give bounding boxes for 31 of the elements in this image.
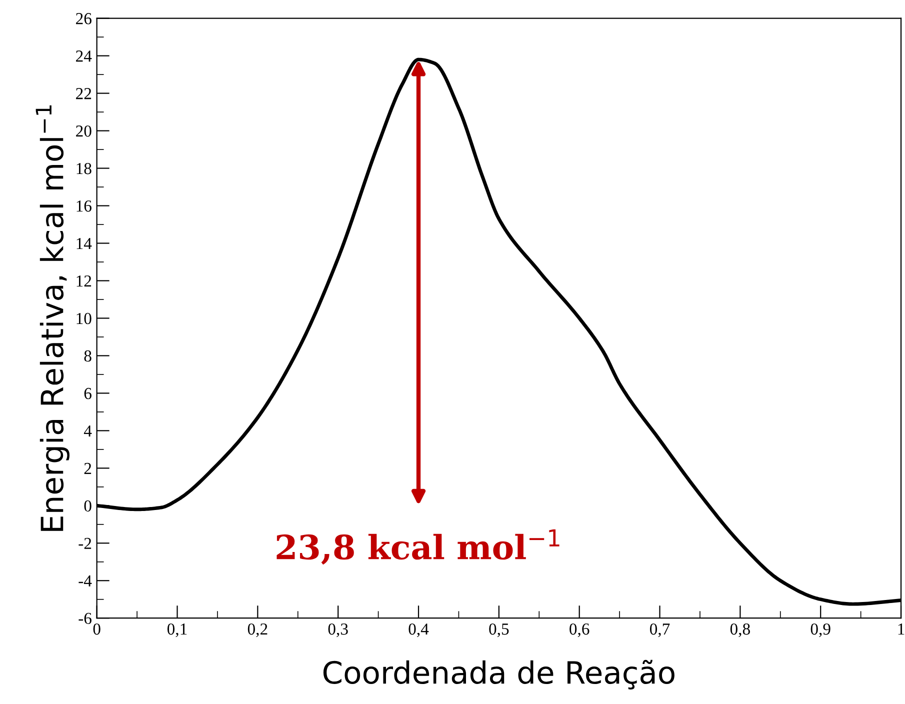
y-tick-label: -6 (78, 612, 92, 624)
y-tick-label: 20 (76, 125, 92, 137)
x-tick-label: 0,7 (650, 623, 670, 638)
y-tick-label: 6 (84, 388, 92, 400)
y-tick-label: 4 (84, 425, 92, 436)
x-axis-title: Coordenada de Reação (323, 660, 674, 690)
y-tick-label: 26 (76, 13, 92, 24)
y-tick-label: 12 (76, 275, 92, 287)
y-tick-label: 8 (84, 350, 92, 362)
x-tick-label: 0,6 (570, 623, 590, 638)
y-axis-title: Energia Relativa, kcal mol$^{−1}$ (36, 105, 70, 531)
y-tick-label: 14 (76, 238, 92, 250)
y-tick-label: 2 (84, 462, 92, 474)
x-tick-label: 0,4 (408, 623, 429, 638)
x-tick-label: 0,2 (248, 623, 268, 638)
annotation: 23,8 kcal mol$^{−1}$ (276, 529, 560, 565)
y-tick-label: 18 (76, 162, 92, 174)
x-tick-label: 0 (93, 623, 100, 635)
y-tick-label: 24 (76, 50, 92, 62)
y-tick-label: 0 (84, 500, 92, 512)
y-tick-label: -2 (78, 538, 92, 549)
x-tick-label: 0,9 (810, 623, 830, 638)
x-tick-label: 1 (898, 624, 904, 635)
y-tick-label: 10 (76, 312, 92, 324)
x-tick-label: 0,5 (489, 623, 509, 638)
x-tick-label: 0,3 (328, 623, 348, 638)
x-tick-label: 0,1 (167, 623, 187, 638)
y-tick-label: -4 (78, 575, 92, 586)
x-tick-label: 0,8 (730, 623, 750, 638)
y-tick-label: 16 (76, 200, 92, 212)
y-tick-label: 22 (76, 88, 92, 100)
